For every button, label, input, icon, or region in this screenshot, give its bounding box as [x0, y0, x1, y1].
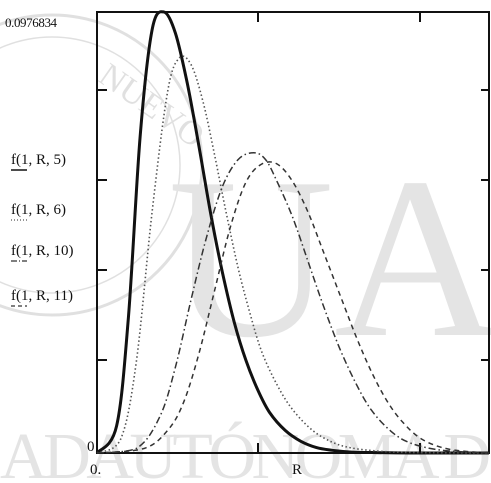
x-origin-label: 0. — [90, 462, 101, 478]
watermark-bottom-text: ADAUTÓNOMA D — [0, 420, 491, 483]
legend: f(1, R, 5) f(1, R, 6) f(1, R, 10) f(1, R… — [11, 152, 74, 307]
series-line-1 — [95, 10, 489, 455]
axis-ticks — [97, 12, 489, 453]
y-zero-label: 0 — [87, 439, 95, 455]
series-line-4 — [96, 161, 490, 454]
watermark-big-letters: UA — [168, 130, 491, 385]
legend-label-series-2: f(1, R, 6) — [11, 202, 66, 218]
legend-label-series-4: f(1, R, 11) — [11, 288, 73, 304]
x-axis-label: R — [292, 462, 302, 478]
plot-frame — [96, 11, 490, 454]
seal-inner-ring — [0, 36, 181, 294]
series-line-2 — [96, 55, 490, 454]
watermark: NUEVO UA ADAUTÓNOMA D — [0, 13, 491, 483]
y-max-label: 0.0976834 — [5, 15, 58, 30]
legend-label-series-3: f(1, R, 10) — [11, 243, 74, 259]
legend-label-series-1: f(1, R, 5) — [11, 152, 66, 168]
series-line-3 — [96, 152, 490, 454]
series-group — [95, 10, 490, 455]
